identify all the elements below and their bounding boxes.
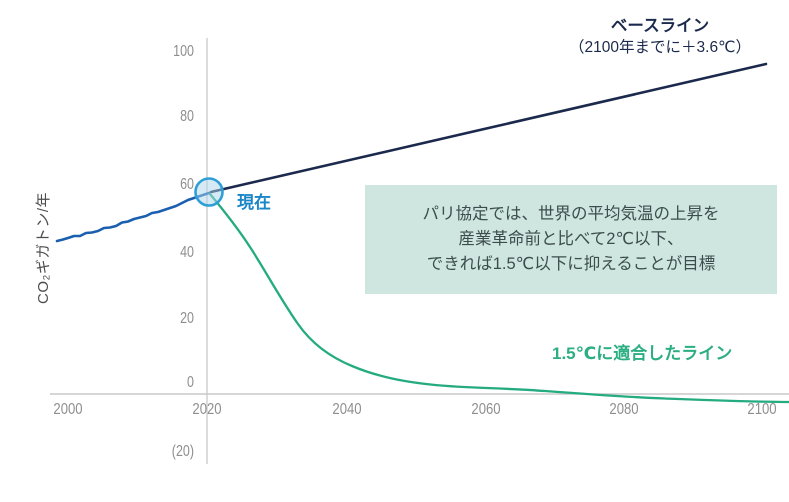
- x-tick-2000: 2000: [53, 401, 83, 418]
- note-line-1: パリ協定では、世界の平均気温の上昇を: [422, 205, 720, 223]
- paris-agreement-note-box: パリ協定では、世界の平均気温の上昇を 産業革命前と比べて2℃以下、 できれば1.…: [365, 185, 777, 294]
- y-tick-60: 60: [180, 176, 194, 193]
- x-tick-2020: 2020: [192, 401, 222, 418]
- note-line-3: できれば1.5℃以下に抑えることが目標: [426, 255, 716, 273]
- current-label: 現在: [237, 193, 271, 212]
- baseline-series-subtitle: （2100年までに＋3.6℃）: [569, 39, 751, 56]
- y-tick-20: 20: [180, 310, 194, 327]
- baseline-line: [209, 62, 768, 194]
- y-axis-label: CO₂ギガトン/年: [35, 192, 52, 304]
- note-line-2: 産業革命前と比べて2℃以下、: [458, 230, 684, 248]
- aligned-1p5c-line: [208, 192, 789, 404]
- y-tick-100: 100: [173, 43, 194, 60]
- y-tick-80: 80: [180, 108, 194, 125]
- baseline-series-label: ベースライン （2100年までに＋3.6℃）: [540, 14, 780, 58]
- baseline-series-title: ベースライン: [610, 17, 710, 35]
- x-tick-2100: 2100: [747, 401, 777, 418]
- x-tick-2080: 2080: [609, 401, 639, 418]
- x-tick-2040: 2040: [332, 401, 362, 418]
- aligned-1p5c-series-label: 1.5℃に適合したライン: [552, 344, 733, 363]
- historical-emissions-line: [55, 191, 211, 243]
- current-marker-circle: [194, 177, 224, 207]
- y-tick-0: 0: [187, 374, 194, 391]
- x-tick-2060: 2060: [471, 401, 501, 418]
- y-tick-neg20: (20): [171, 443, 194, 460]
- y-tick-40: 40: [180, 244, 194, 261]
